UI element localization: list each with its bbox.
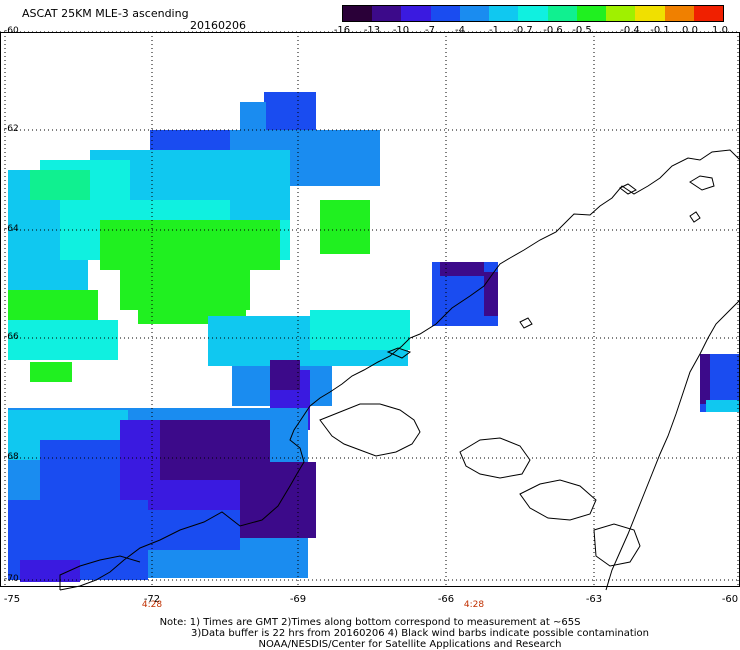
island-2 [619, 183, 637, 195]
time-label-2: 4:28 [463, 600, 485, 610]
colorbar-swatch [547, 6, 577, 21]
note-line-3: NOAA/NESDIS/Center for Satellite Applica… [258, 639, 562, 650]
colorbar-swatch [343, 6, 373, 21]
swath-cell [30, 362, 72, 382]
inland-coast [605, 299, 740, 591]
island-1 [689, 175, 715, 191]
colorbar-swatch [606, 6, 636, 21]
ice-shelf-3 [519, 479, 597, 521]
colorbar-swatch [693, 6, 724, 21]
colorbar-swatch [372, 6, 402, 21]
island-4 [519, 317, 533, 329]
colorbar-swatch [664, 6, 694, 21]
longitude-label: -66 [437, 594, 455, 605]
colorbar-swatch [401, 6, 431, 21]
swath-cell [320, 200, 370, 254]
swath-cell [20, 560, 80, 582]
island-3 [386, 347, 412, 359]
latitude-label: -64 [4, 224, 19, 234]
colorbar-label: -10 [392, 25, 410, 36]
longitude-label: -69 [289, 594, 307, 605]
ice-shelf-2 [459, 437, 531, 479]
colorbar-swatch [489, 6, 519, 21]
longitude-label: -72 [143, 594, 161, 605]
colorbar-swatch [635, 6, 665, 21]
time-label-1: 4:28 [141, 600, 163, 610]
peninsula-coast [59, 149, 740, 591]
swath-cell [700, 354, 710, 404]
colorbar-swatch [576, 6, 607, 21]
map-title: ASCAT 25KM MLE-3 ascending [22, 7, 189, 20]
swath-cell [30, 170, 90, 200]
swath-cell [484, 272, 498, 316]
lake-1 [593, 523, 641, 567]
latitude-label: -62 [4, 124, 19, 134]
latitude-label: -60 [4, 26, 19, 36]
colorbar-label: -16 [333, 25, 351, 36]
data-swath [8, 92, 740, 582]
swath-cell [8, 320, 118, 360]
swath-cell [706, 400, 740, 412]
longitude-label: -75 [3, 594, 21, 605]
colorbar-label: -4 [455, 25, 465, 36]
latitude-label: -70 [4, 574, 19, 584]
colorbar-swatch [430, 6, 460, 21]
swath-cell [318, 130, 378, 180]
colorbar-label: -0.7 [513, 25, 533, 36]
note-line-2: 3)Data buffer is 22 hrs from 20160206 4)… [191, 628, 649, 639]
swath-cell [240, 462, 316, 538]
colorbar-swatch [459, 6, 490, 21]
map-date: 20160206 [190, 19, 246, 32]
colorbar-swatch [518, 6, 548, 21]
swath-cell [230, 160, 290, 220]
swath-cell [270, 360, 300, 390]
colorbar-label: -7 [425, 25, 435, 36]
longitude-label: -63 [585, 594, 603, 605]
colorbar-label: -0.6 [543, 25, 563, 36]
colorbar-label: -13 [363, 25, 381, 36]
note-line-1: Note: 1) Times are GMT 2)Times along bot… [159, 617, 581, 628]
lower-coast [59, 555, 141, 590]
latitude-label: -66 [4, 332, 19, 342]
longitude-label: -60 [721, 594, 739, 605]
swath-cell [310, 310, 410, 350]
colorbar-label: 1.0 [712, 25, 728, 36]
island-5 [689, 211, 701, 223]
colorbar-label: -1 [489, 25, 499, 36]
colorbar-label: -0.5 [572, 25, 592, 36]
colorbar [342, 5, 724, 22]
colorbar-label: 0.0 [682, 25, 698, 36]
latitude-label: -68 [4, 452, 19, 462]
coastline [59, 149, 740, 591]
colorbar-label: -0.1 [650, 25, 670, 36]
colorbar-label: -0.4 [620, 25, 640, 36]
ice-shelf-edge [319, 403, 421, 457]
swath-cell [440, 262, 484, 276]
